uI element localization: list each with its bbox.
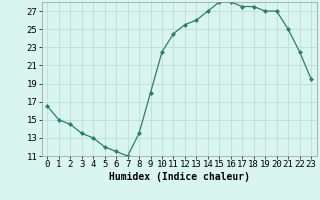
X-axis label: Humidex (Indice chaleur): Humidex (Indice chaleur)	[109, 172, 250, 182]
